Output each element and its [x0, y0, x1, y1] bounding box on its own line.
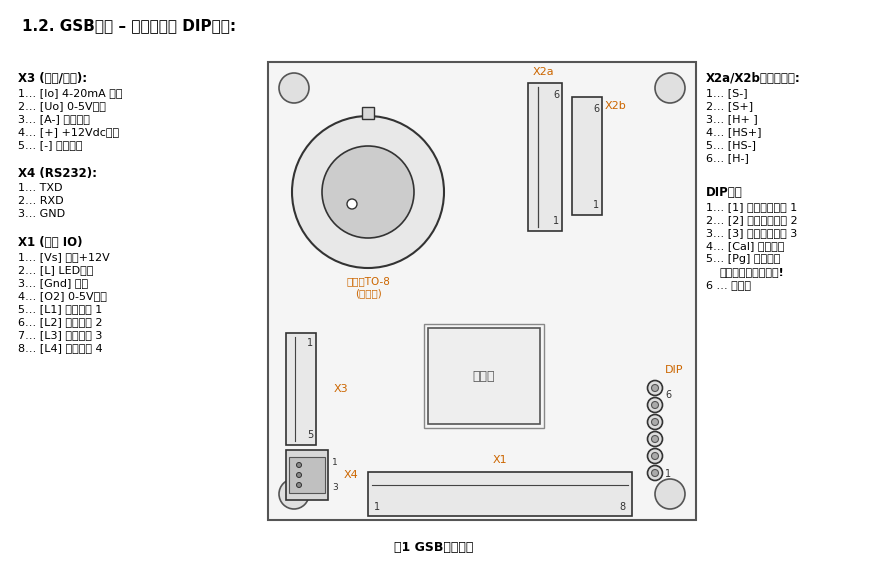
- Circle shape: [652, 435, 659, 443]
- Text: 控制器: 控制器: [473, 370, 495, 382]
- Text: 图1 GSB端子分配: 图1 GSB端子分配: [395, 541, 474, 554]
- Circle shape: [652, 470, 659, 477]
- Circle shape: [647, 381, 662, 396]
- Text: 2… [2] 传感器选择位 2: 2… [2] 传感器选择位 2: [706, 215, 798, 225]
- Text: X4 (RS232):: X4 (RS232):: [18, 167, 97, 180]
- Circle shape: [647, 415, 662, 430]
- Text: DIP: DIP: [665, 365, 684, 375]
- Bar: [268, 62, 696, 520]
- Circle shape: [655, 73, 685, 103]
- Text: 1.2. GSB布局 – 端子分配和 DIP开关:: 1.2. GSB布局 – 端子分配和 DIP开关:: [22, 18, 236, 33]
- Text: X3 (电源/模拟):: X3 (电源/模拟):: [18, 72, 87, 85]
- Text: 2… RXD: 2… RXD: [18, 196, 63, 206]
- Text: 2… [Uo] 0-5V输出: 2… [Uo] 0-5V输出: [18, 101, 106, 111]
- Circle shape: [322, 146, 414, 238]
- Text: (在板上): (在板上): [355, 288, 381, 298]
- Text: 6… [L2] 阀值开关 2: 6… [L2] 阀值开关 2: [18, 317, 103, 327]
- Text: 6: 6: [553, 90, 559, 100]
- Text: 1: 1: [665, 469, 671, 479]
- Text: 在正常工作期间关闭!: 在正常工作期间关闭!: [720, 267, 785, 277]
- Text: 1… [S-]: 1… [S-]: [706, 88, 747, 98]
- Circle shape: [292, 116, 444, 268]
- Text: 可选的TO-8: 可选的TO-8: [346, 276, 390, 286]
- Bar: [572, 97, 602, 215]
- Text: X2b: X2b: [605, 101, 627, 111]
- Circle shape: [347, 199, 357, 209]
- Circle shape: [296, 482, 302, 488]
- Circle shape: [647, 466, 662, 481]
- Text: X1: X1: [493, 455, 507, 465]
- Circle shape: [652, 419, 659, 426]
- Circle shape: [652, 385, 659, 392]
- Bar: [368, 472, 632, 516]
- Circle shape: [279, 479, 309, 509]
- Bar: [424, 324, 544, 428]
- Bar: [286, 333, 316, 445]
- Text: 8: 8: [620, 502, 626, 512]
- Text: X1 (普通 IO): X1 (普通 IO): [18, 236, 83, 249]
- Bar: [289, 457, 325, 493]
- Text: 4… [O2] 0-5V输出: 4… [O2] 0-5V输出: [18, 291, 107, 301]
- Text: 3… [Gnd] 接地: 3… [Gnd] 接地: [18, 278, 88, 288]
- Text: 1: 1: [553, 216, 559, 226]
- Text: 4… [Cal] 校准开关: 4… [Cal] 校准开关: [706, 241, 785, 251]
- Text: 6: 6: [665, 390, 671, 400]
- Text: 1: 1: [332, 458, 338, 467]
- Circle shape: [647, 448, 662, 463]
- Text: X4: X4: [344, 470, 359, 480]
- Text: 1… [Io] 4-20mA 输出: 1… [Io] 4-20mA 输出: [18, 88, 123, 98]
- Text: 5… [-] 地面电源: 5… [-] 地面电源: [18, 140, 83, 150]
- Text: 3: 3: [332, 483, 338, 492]
- Text: 5: 5: [307, 430, 313, 440]
- Text: X2a: X2a: [532, 67, 554, 77]
- Text: X3: X3: [334, 384, 348, 394]
- Text: 1… [Vs] 可选+12V: 1… [Vs] 可选+12V: [18, 252, 109, 262]
- Text: 8… [L4] 阀值开关 4: 8… [L4] 阀值开关 4: [18, 343, 103, 353]
- Circle shape: [652, 401, 659, 408]
- Text: 3… [3] 传感器选择位 3: 3… [3] 传感器选择位 3: [706, 228, 797, 238]
- Text: 1: 1: [307, 338, 313, 348]
- Bar: [362, 107, 374, 119]
- Text: 1: 1: [593, 200, 599, 210]
- Text: 5… [Pg] 编程开关: 5… [Pg] 编程开关: [706, 254, 780, 264]
- Circle shape: [647, 397, 662, 412]
- Text: 4… [+] +12Vdc电源: 4… [+] +12Vdc电源: [18, 127, 119, 137]
- Circle shape: [652, 453, 659, 459]
- Text: DIP开关: DIP开关: [706, 186, 743, 199]
- Bar: [528, 83, 562, 231]
- Circle shape: [647, 431, 662, 447]
- Circle shape: [296, 473, 302, 477]
- Text: 4… [HS+]: 4… [HS+]: [706, 127, 761, 137]
- Text: 3… [A-] 模拟接地: 3… [A-] 模拟接地: [18, 114, 90, 124]
- Circle shape: [279, 73, 309, 103]
- Circle shape: [655, 479, 685, 509]
- Text: 6 … 不使用: 6 … 不使用: [706, 280, 751, 290]
- Bar: [286, 450, 328, 500]
- Text: 7… [L3] 阀值开关 3: 7… [L3] 阀值开关 3: [18, 330, 103, 340]
- Text: 2… [S+]: 2… [S+]: [706, 101, 753, 111]
- Circle shape: [296, 462, 302, 467]
- Text: 1… TXD: 1… TXD: [18, 183, 63, 193]
- Text: 6: 6: [593, 104, 599, 114]
- Text: 3… [H+ ]: 3… [H+ ]: [706, 114, 758, 124]
- Text: 1: 1: [374, 502, 380, 512]
- Text: 3… GND: 3… GND: [18, 209, 65, 219]
- Text: 1… [1] 传感器选择位 1: 1… [1] 传感器选择位 1: [706, 202, 797, 212]
- Text: X2a/X2b外接传感器:: X2a/X2b外接传感器:: [706, 72, 800, 85]
- Bar: [428, 328, 540, 424]
- Text: 2… [L] LED输出: 2… [L] LED输出: [18, 265, 93, 275]
- Text: 5… [HS-]: 5… [HS-]: [706, 140, 756, 150]
- Text: 6… [H-]: 6… [H-]: [706, 153, 749, 163]
- Text: 5… [L1] 阀值开关 1: 5… [L1] 阀值开关 1: [18, 304, 103, 314]
